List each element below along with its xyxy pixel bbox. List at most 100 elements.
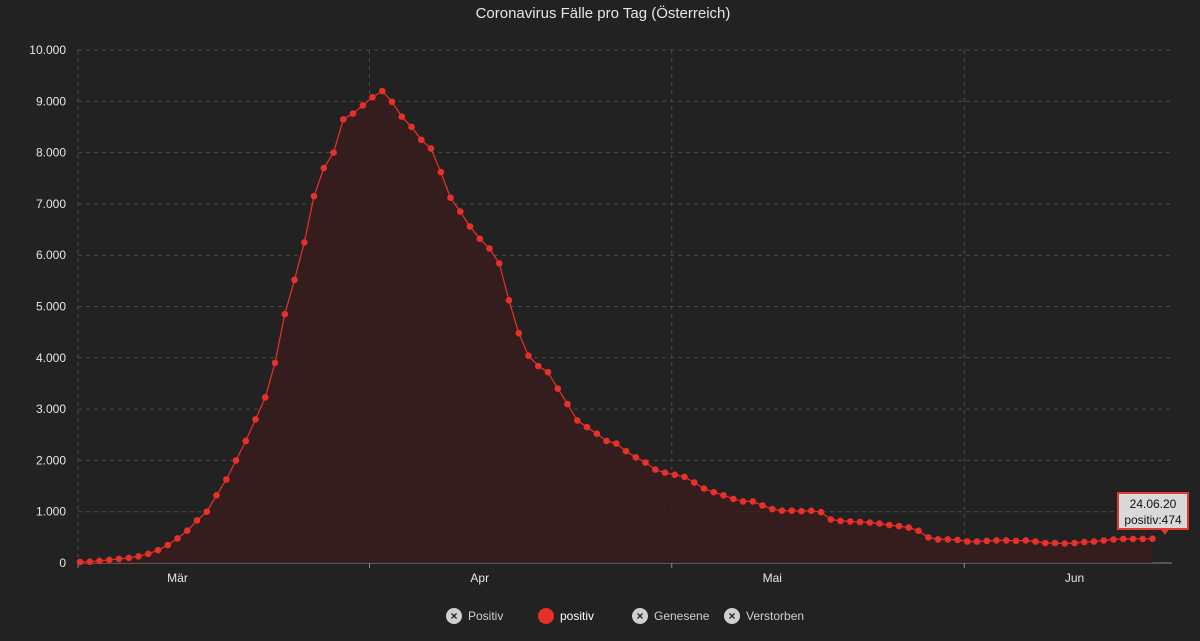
data-point[interactable] <box>574 417 581 424</box>
data-point[interactable] <box>788 507 796 514</box>
data-point[interactable] <box>106 556 113 564</box>
data-point[interactable] <box>291 276 298 284</box>
data-point[interactable] <box>232 457 240 464</box>
data-point[interactable] <box>934 536 942 543</box>
data-point[interactable] <box>340 116 347 123</box>
data-point[interactable] <box>905 524 913 531</box>
legend-item-verstorben[interactable]: × Verstorben <box>724 605 804 627</box>
data-point[interactable] <box>915 527 922 534</box>
data-point[interactable] <box>973 538 981 545</box>
data-point[interactable] <box>593 430 601 438</box>
data-point[interactable] <box>262 394 269 401</box>
data-point[interactable] <box>681 473 688 481</box>
data-point[interactable] <box>1081 538 1088 546</box>
data-point[interactable] <box>535 362 542 370</box>
data-point[interactable] <box>398 113 406 120</box>
data-point[interactable] <box>886 521 893 529</box>
data-point[interactable] <box>281 310 289 318</box>
data-point[interactable] <box>1032 538 1039 545</box>
data-point[interactable] <box>193 517 201 524</box>
data-point[interactable] <box>954 536 961 544</box>
data-point[interactable] <box>1139 535 1147 543</box>
data-point[interactable] <box>184 527 191 534</box>
legend-item-genesene[interactable]: × Genesene <box>632 605 709 627</box>
data-point[interactable] <box>115 555 123 563</box>
data-point[interactable] <box>369 93 376 101</box>
data-point[interactable] <box>505 297 513 304</box>
data-point[interactable] <box>583 423 591 431</box>
data-point[interactable] <box>359 102 367 109</box>
data-point[interactable] <box>486 245 493 252</box>
data-point[interactable] <box>691 479 698 486</box>
data-point[interactable] <box>749 498 757 505</box>
data-point[interactable] <box>700 485 708 492</box>
data-point[interactable] <box>1120 535 1127 543</box>
data-point[interactable] <box>1149 535 1156 542</box>
data-point[interactable] <box>466 223 474 230</box>
data-point[interactable] <box>1129 535 1137 543</box>
data-point[interactable] <box>213 492 220 499</box>
data-point[interactable] <box>388 98 396 106</box>
data-point[interactable] <box>622 447 630 455</box>
data-point[interactable] <box>944 536 952 543</box>
data-point[interactable] <box>730 495 737 503</box>
data-point[interactable] <box>1071 539 1078 547</box>
data-point[interactable] <box>993 537 1000 544</box>
data-point[interactable] <box>135 553 142 560</box>
data-point[interactable] <box>154 546 162 554</box>
data-point[interactable] <box>554 385 562 392</box>
data-point[interactable] <box>1100 537 1108 544</box>
data-point[interactable] <box>661 469 669 477</box>
data-point[interactable] <box>252 416 259 423</box>
data-point[interactable] <box>652 466 659 473</box>
data-point[interactable] <box>856 518 864 526</box>
data-point[interactable] <box>983 537 991 545</box>
data-point[interactable] <box>418 136 425 144</box>
data-point[interactable] <box>544 368 552 376</box>
data-point[interactable] <box>310 192 318 200</box>
data-point[interactable] <box>798 507 805 515</box>
data-point[interactable] <box>408 123 415 131</box>
data-point[interactable] <box>427 145 435 152</box>
data-point[interactable] <box>1042 539 1049 547</box>
data-point[interactable] <box>496 260 503 267</box>
data-point[interactable] <box>817 508 825 516</box>
data-point[interactable] <box>242 437 250 445</box>
data-point[interactable] <box>739 498 747 505</box>
data-point[interactable] <box>1061 540 1069 547</box>
data-point[interactable] <box>223 476 230 483</box>
data-point[interactable] <box>301 239 308 246</box>
data-point[interactable] <box>457 208 464 215</box>
data-point[interactable] <box>379 87 386 95</box>
data-point[interactable] <box>866 519 874 526</box>
data-point[interactable] <box>964 538 971 545</box>
data-point[interactable] <box>847 518 854 525</box>
data-point[interactable] <box>710 488 718 496</box>
data-point[interactable] <box>1022 537 1030 544</box>
data-point[interactable] <box>827 516 835 523</box>
data-point[interactable] <box>1090 538 1098 545</box>
data-point[interactable] <box>330 149 337 156</box>
data-point[interactable] <box>76 558 84 566</box>
data-point[interactable] <box>145 550 152 558</box>
data-point[interactable] <box>642 459 649 466</box>
data-point[interactable] <box>925 534 932 541</box>
legend-item-positiv-disabled[interactable]: × Positiv <box>446 605 503 627</box>
data-point[interactable] <box>808 507 815 514</box>
legend-item-positiv[interactable]: positiv <box>538 605 594 627</box>
data-point[interactable] <box>1051 539 1059 547</box>
data-point[interactable] <box>895 522 903 530</box>
data-point[interactable] <box>769 505 776 513</box>
data-point[interactable] <box>1003 537 1010 544</box>
data-point[interactable] <box>613 440 620 447</box>
data-point[interactable] <box>271 359 279 367</box>
data-point[interactable] <box>164 541 172 549</box>
data-point[interactable] <box>759 502 766 509</box>
data-point[interactable] <box>837 517 844 525</box>
data-point[interactable] <box>1012 537 1020 545</box>
data-point[interactable] <box>447 194 454 201</box>
data-point[interactable] <box>476 235 484 243</box>
data-point[interactable] <box>778 507 786 514</box>
data-point[interactable] <box>525 352 532 360</box>
data-point[interactable] <box>515 329 523 337</box>
